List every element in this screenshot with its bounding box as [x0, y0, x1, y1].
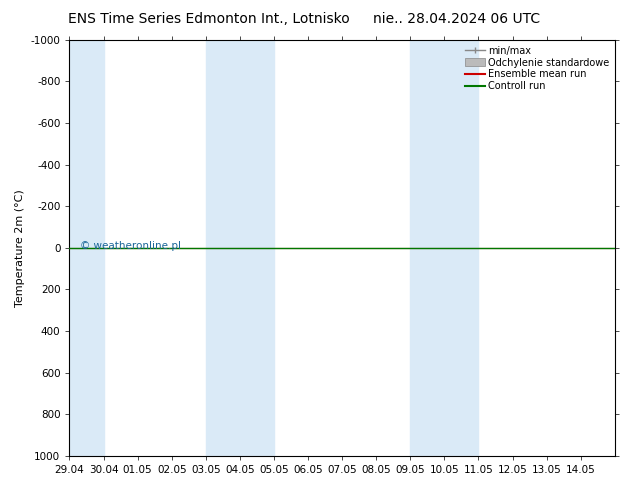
Legend: min/max, Odchylenie standardowe, Ensemble mean run, Controll run: min/max, Odchylenie standardowe, Ensembl… — [462, 43, 612, 95]
Text: © weatheronline.pl: © weatheronline.pl — [81, 241, 181, 251]
Bar — [206, 40, 274, 456]
Y-axis label: Temperature 2m (°C): Temperature 2m (°C) — [15, 189, 25, 307]
Bar — [70, 40, 103, 456]
Bar — [410, 40, 479, 456]
Text: ENS Time Series Edmonton Int., Lotnisko: ENS Time Series Edmonton Int., Lotnisko — [68, 12, 350, 26]
Text: nie.. 28.04.2024 06 UTC: nie.. 28.04.2024 06 UTC — [373, 12, 540, 26]
